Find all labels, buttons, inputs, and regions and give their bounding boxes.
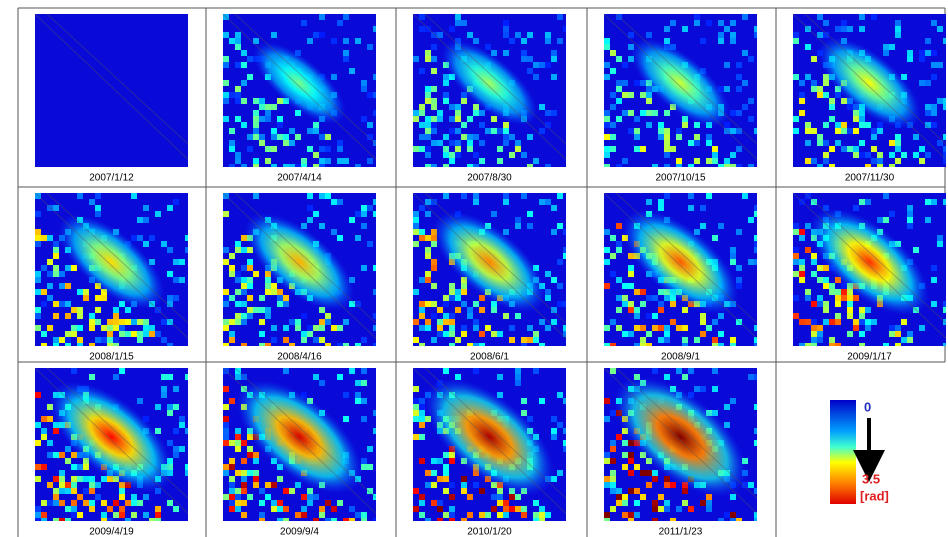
- legend-min: 0: [864, 399, 871, 414]
- panel-date: 2009/1/17: [847, 352, 892, 363]
- panel-date: 2007/4/14: [277, 173, 322, 184]
- panel-date: 2007/8/30: [467, 173, 512, 184]
- panel: 2007/8/30: [413, 14, 569, 184]
- panel: 2009/1/17: [792, 189, 948, 363]
- heatmap: [35, 14, 188, 167]
- panel: 2011/1/23: [594, 355, 768, 537]
- heatmap: [792, 189, 948, 349]
- heatmap: [594, 355, 768, 524]
- panel: 2007/10/15: [604, 14, 760, 184]
- heatmap: [217, 359, 382, 524]
- heatmap: [413, 193, 569, 349]
- colorbar: [830, 400, 856, 504]
- figure: 0 3.5 [rad] 2007/1/12 2007/4/14 2007/8/30 2…: [0, 0, 948, 537]
- heatmap: [604, 14, 760, 170]
- heatmap: [604, 191, 760, 349]
- heatmap: [223, 14, 379, 170]
- panel: 2008/9/1: [604, 191, 760, 362]
- heatmap: [35, 193, 191, 349]
- panel: 2008/6/1: [413, 193, 569, 363]
- panel-date: 2009/9/4: [280, 527, 319, 537]
- panel: 2008/1/15: [35, 193, 191, 363]
- panel-date: 2008/4/16: [277, 352, 322, 363]
- panel-date: 2011/1/23: [659, 527, 703, 537]
- panel-date: 2010/1/20: [467, 527, 512, 537]
- panel-date: 2007/11/30: [845, 173, 895, 184]
- panel: 2009/9/4: [217, 359, 382, 537]
- panel: 2007/1/12: [35, 14, 188, 184]
- heatmap: [223, 193, 379, 349]
- panel-date: 2007/1/12: [89, 173, 134, 184]
- panel-date: 2008/1/15: [89, 352, 134, 363]
- heatmap: [32, 362, 192, 524]
- panel: 2007/4/14: [223, 14, 379, 184]
- panel-date: 2009/4/19: [89, 527, 134, 537]
- panel: 2010/1/20: [405, 357, 574, 537]
- heatmap: [405, 357, 574, 524]
- panel: 2007/11/30: [793, 14, 948, 184]
- heatmap: [793, 14, 948, 170]
- panel-date: 2008/6/1: [470, 352, 509, 363]
- colorbar-legend: 0 3.5 [rad]: [830, 399, 889, 504]
- legend-max: 3.5: [862, 471, 880, 486]
- panel: 2008/4/16: [223, 193, 379, 363]
- panel-date: 2008/9/1: [661, 352, 700, 363]
- legend-unit: [rad]: [860, 488, 889, 503]
- panel: 2009/4/19: [32, 362, 192, 537]
- heatmap: [413, 14, 569, 170]
- panel-date: 2007/10/15: [655, 173, 705, 184]
